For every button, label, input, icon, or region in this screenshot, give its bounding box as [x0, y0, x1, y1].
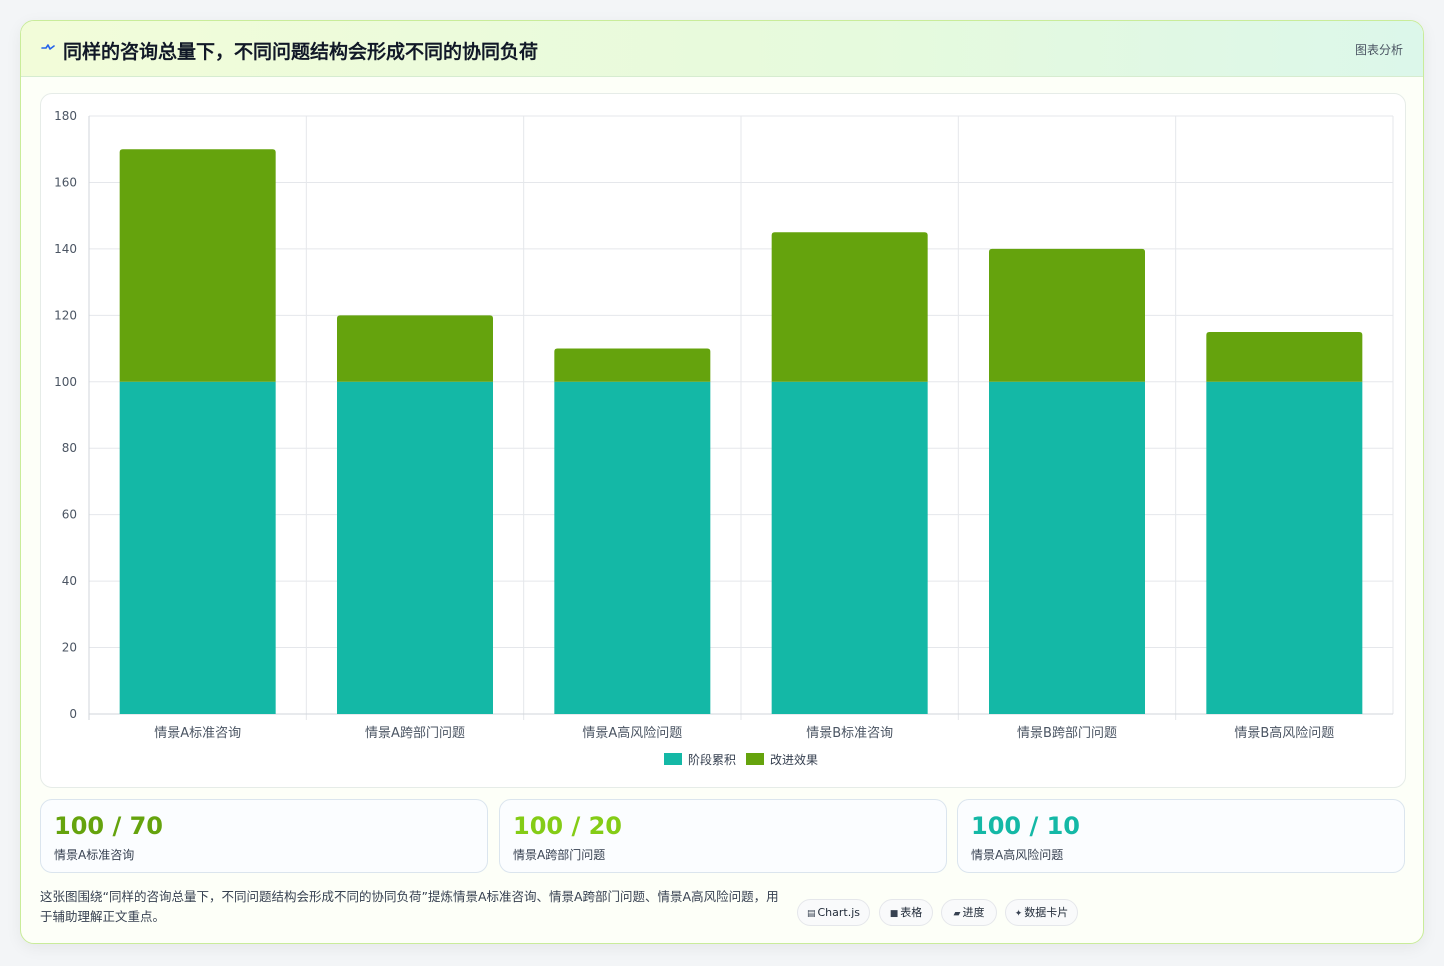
chart-panel: 0 20 40 60 80 100 120 140 160 180 情景A标准咨询 情景A跨部门问题 情…: [40, 93, 1406, 788]
legend-swatch: [746, 753, 764, 765]
y-tick-label: 180: [54, 109, 77, 123]
bar-improvement-effect: [989, 248, 1145, 382]
bar-improvement-effect: [337, 315, 493, 382]
pulse-icon: [41, 44, 55, 50]
y-tick-label: 60: [62, 508, 77, 522]
stat-value: 100 / 70: [54, 812, 163, 840]
legend-label: 阶段累积: [688, 752, 736, 767]
y-tick-label: 80: [62, 441, 77, 455]
chip-chartjs[interactable]: ▤ Chart.js: [797, 899, 870, 926]
bar-stage-cumulative: [554, 381, 711, 714]
y-tick-label: 40: [62, 574, 77, 588]
bar-improvement-effect: [554, 348, 711, 382]
footer-note: 这张图围绕“同样的咨询总量下，不同问题结构会形成不同的协同负荷”提炼情景A标准咨…: [40, 889, 779, 924]
x-tick-label: 情景A高风险问题: [582, 725, 682, 741]
x-tick-label: 情景A跨部门问题: [365, 726, 465, 741]
x-tick-label: 情景B跨部门问题: [1017, 726, 1117, 741]
chart-icon: ▤: [806, 909, 816, 919]
chip-data-card[interactable]: ✦ 数据卡片: [1005, 899, 1078, 926]
y-tick-label: 140: [54, 242, 77, 256]
legend-swatch: [664, 753, 682, 765]
y-tick-label: 0: [69, 707, 77, 721]
legend-label: 改进效果: [770, 752, 818, 767]
bar-improvement-effect: [771, 232, 928, 382]
bar-stage-cumulative: [1206, 381, 1363, 714]
stat-label: 情景A跨部门问题: [513, 848, 606, 862]
chip-label: Chart.js: [817, 906, 861, 919]
stat-value: 100 / 10: [971, 812, 1080, 840]
stacked-bar-chart: 0 20 40 60 80 100 120 140 160 180 情景A标准咨询 情景A跨部门问题 情…: [54, 109, 1394, 767]
bar-stage-cumulative: [119, 381, 276, 714]
stat-card-1: 100 / 70 情景A标准咨询: [40, 799, 488, 873]
chip-label: 数据卡片: [1024, 906, 1069, 919]
table-icon: ■: [889, 909, 899, 919]
x-tick-label: 情景B高风险问题: [1234, 725, 1334, 741]
bar-stage-cumulative: [337, 381, 493, 714]
bar-stage-cumulative: [771, 381, 928, 714]
stat-card-3: 100 / 10 情景A高风险问题: [957, 799, 1405, 873]
bar-improvement-effect: [119, 149, 276, 382]
card-header: 同样的咨询总量下，不同问题结构会形成不同的协同负荷 图表分析: [21, 21, 1423, 77]
stat-label: 情景A高风险问题: [971, 848, 1064, 862]
y-tick-label: 100: [54, 375, 77, 389]
chip-label: 进度: [962, 906, 985, 919]
y-tick-label: 160: [54, 175, 77, 189]
y-tick-label: 120: [54, 308, 77, 322]
bar-improvement-effect: [1206, 331, 1363, 382]
stat-card-2: 100 / 20 情景A跨部门问题: [499, 799, 947, 873]
x-tick-label: 情景B标准咨询: [806, 726, 893, 741]
x-tick-label: 情景A标准咨询: [154, 726, 241, 741]
stat-value: 100 / 20: [513, 812, 622, 840]
stat-label: 情景A标准咨询: [54, 848, 135, 862]
page-title: 同样的咨询总量下，不同问题结构会形成不同的协同负荷: [63, 41, 539, 63]
chip-progress[interactable]: ▰ 进度: [941, 899, 997, 926]
chart-analysis-tag: 图表分析: [1354, 43, 1403, 57]
progress-icon: ▰: [953, 909, 961, 919]
bar-stage-cumulative: [989, 381, 1145, 714]
y-tick-label: 20: [62, 641, 77, 655]
chip-table[interactable]: ■ 表格: [879, 899, 933, 926]
chart-card: 同样的咨询总量下，不同问题结构会形成不同的协同负荷 图表分析 0 20 40 60 80…: [20, 20, 1424, 944]
sparkle-icon: ✦: [1014, 909, 1023, 919]
chip-label: 表格: [900, 906, 923, 919]
